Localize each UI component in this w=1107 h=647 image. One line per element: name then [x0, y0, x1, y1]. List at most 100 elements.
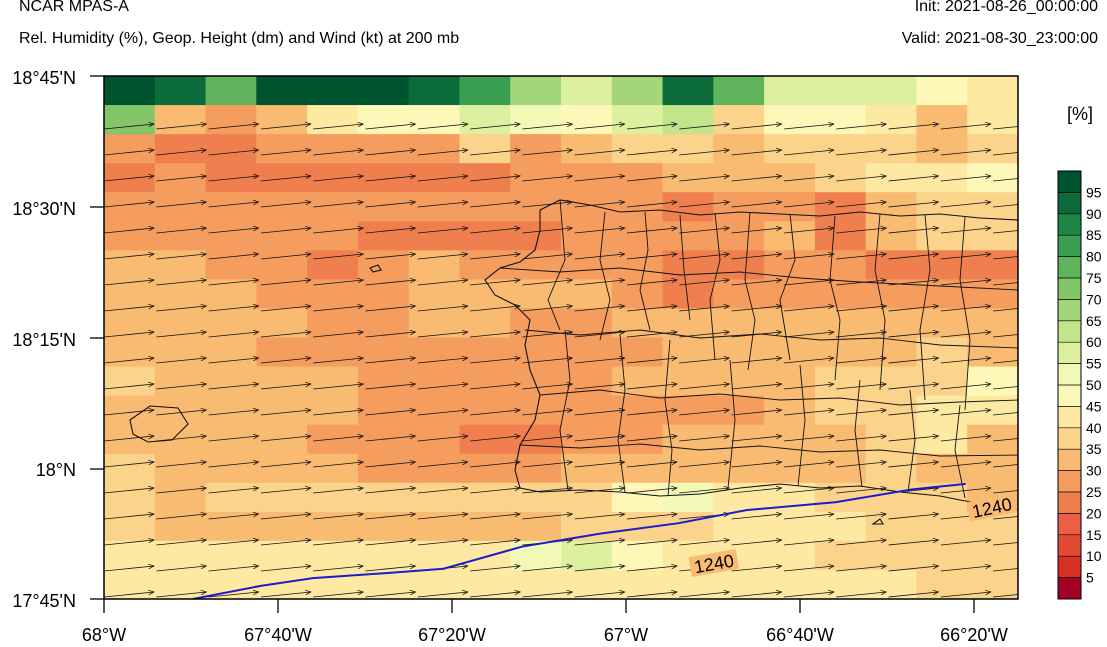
- rh-cell: [256, 453, 308, 484]
- rh-cell: [611, 569, 664, 599]
- rh-cell: [764, 453, 816, 484]
- wind-arrow: [574, 150, 625, 156]
- wind-arrow: [470, 176, 520, 182]
- rh-cell: [713, 105, 765, 135]
- colorbar-level-label: 55: [1086, 356, 1102, 372]
- wind-arrow: [522, 462, 572, 468]
- wind-arrow: [260, 566, 311, 572]
- wind-arrow: [731, 514, 782, 520]
- rh-cell: [205, 424, 257, 455]
- rh-cell: [916, 163, 968, 193]
- wind-arrow: [470, 514, 520, 520]
- rh-cell: [967, 105, 1018, 135]
- municipal-boundary: [954, 404, 966, 499]
- wind-arrow: [417, 202, 468, 208]
- rh-cell: [104, 163, 156, 193]
- wind-arrow: [156, 306, 206, 312]
- wind-arrow: [313, 254, 363, 260]
- wind-arrow: [783, 280, 834, 286]
- wind-arrow: [522, 280, 572, 286]
- wind-arrow: [417, 280, 468, 286]
- contour-label-background: [966, 492, 1018, 522]
- rh-cell: [357, 279, 410, 310]
- colorbar-level-label: 15: [1086, 527, 1102, 543]
- wind-arrow: [940, 462, 991, 468]
- rh-cell: [967, 337, 1018, 368]
- wind-arrow: [731, 540, 782, 546]
- rh-cell: [408, 105, 461, 135]
- rh-cell: [357, 163, 410, 193]
- rh-cell: [408, 76, 461, 106]
- rh-cell: [967, 76, 1018, 106]
- rh-cell: [916, 76, 968, 106]
- rh-cell: [154, 540, 207, 571]
- colorbar-swatch: [1058, 299, 1081, 322]
- wind-arrow: [679, 436, 729, 442]
- wind-arrow: [365, 358, 416, 364]
- wind-arrow: [731, 228, 782, 234]
- wind-arrow: [836, 254, 886, 260]
- wind-arrow: [104, 124, 154, 130]
- wind-arrow: [888, 306, 939, 312]
- rh-cell: [865, 511, 918, 542]
- wind-arrow: [156, 280, 206, 286]
- rh-cell: [256, 540, 308, 571]
- wind-arrow: [260, 306, 311, 312]
- rh-cell: [916, 105, 968, 135]
- rh-cell: [205, 366, 257, 397]
- wind-arrow: [574, 124, 625, 130]
- rh-cell: [713, 453, 765, 484]
- wind-arrow: [522, 124, 572, 130]
- wind-arrow: [417, 462, 468, 468]
- wind-arrow: [679, 592, 729, 598]
- wind-arrow: [574, 306, 625, 312]
- wind-arrow: [783, 410, 834, 416]
- rh-cell: [307, 308, 359, 339]
- wind-arrow: [313, 566, 363, 572]
- wind-arrow: [208, 488, 259, 494]
- rh-cell: [205, 192, 257, 222]
- wind-arrow: [104, 384, 154, 390]
- wind-arrow: [626, 384, 677, 390]
- wind-arrow: [574, 332, 625, 338]
- wind-arrow: [783, 462, 834, 468]
- rh-cell: [357, 221, 410, 251]
- colorbar-swatch: [1058, 192, 1081, 215]
- rh-cell: [104, 482, 156, 513]
- wind-arrow: [993, 360, 1018, 364]
- axis-ticks: [90, 75, 975, 613]
- rh-cell: [916, 337, 968, 368]
- wind-arrow: [313, 436, 363, 442]
- municipal-boundary: [547, 199, 566, 331]
- rh-cell: [104, 192, 156, 222]
- rh-cell: [713, 424, 765, 455]
- rh-cell: [814, 221, 867, 251]
- municipal-boundary: [679, 214, 691, 321]
- lat-label-1815: 18°15'N: [12, 330, 76, 350]
- rh-cell: [104, 308, 156, 339]
- wind-arrow: [208, 358, 259, 364]
- rh-cell: [561, 221, 613, 251]
- wind-arrow: [679, 358, 729, 364]
- colorbar-swatch: [1058, 278, 1081, 300]
- rh-cell: [967, 134, 1018, 164]
- rh-cell: [611, 337, 664, 368]
- municipal-boundary: [617, 334, 626, 493]
- wind-arrow: [993, 438, 1018, 442]
- wind-arrow: [313, 228, 363, 234]
- rh-cell: [510, 76, 562, 106]
- wind-arrow: [574, 176, 625, 182]
- wind-arrow: [836, 228, 886, 234]
- municipal-boundary: [559, 329, 571, 491]
- wind-arrow: [940, 150, 991, 156]
- wind-arrow: [574, 462, 625, 468]
- rh-cell: [814, 453, 867, 484]
- wind-arrow: [731, 176, 782, 182]
- rh-cell: [713, 192, 765, 222]
- wind-arrow: [993, 334, 1018, 338]
- wind-arrow: [417, 306, 468, 312]
- rh-cell: [764, 163, 816, 193]
- wind-arrow: [365, 280, 416, 286]
- wind-arrow: [104, 254, 154, 260]
- wind-arrow: [679, 462, 729, 468]
